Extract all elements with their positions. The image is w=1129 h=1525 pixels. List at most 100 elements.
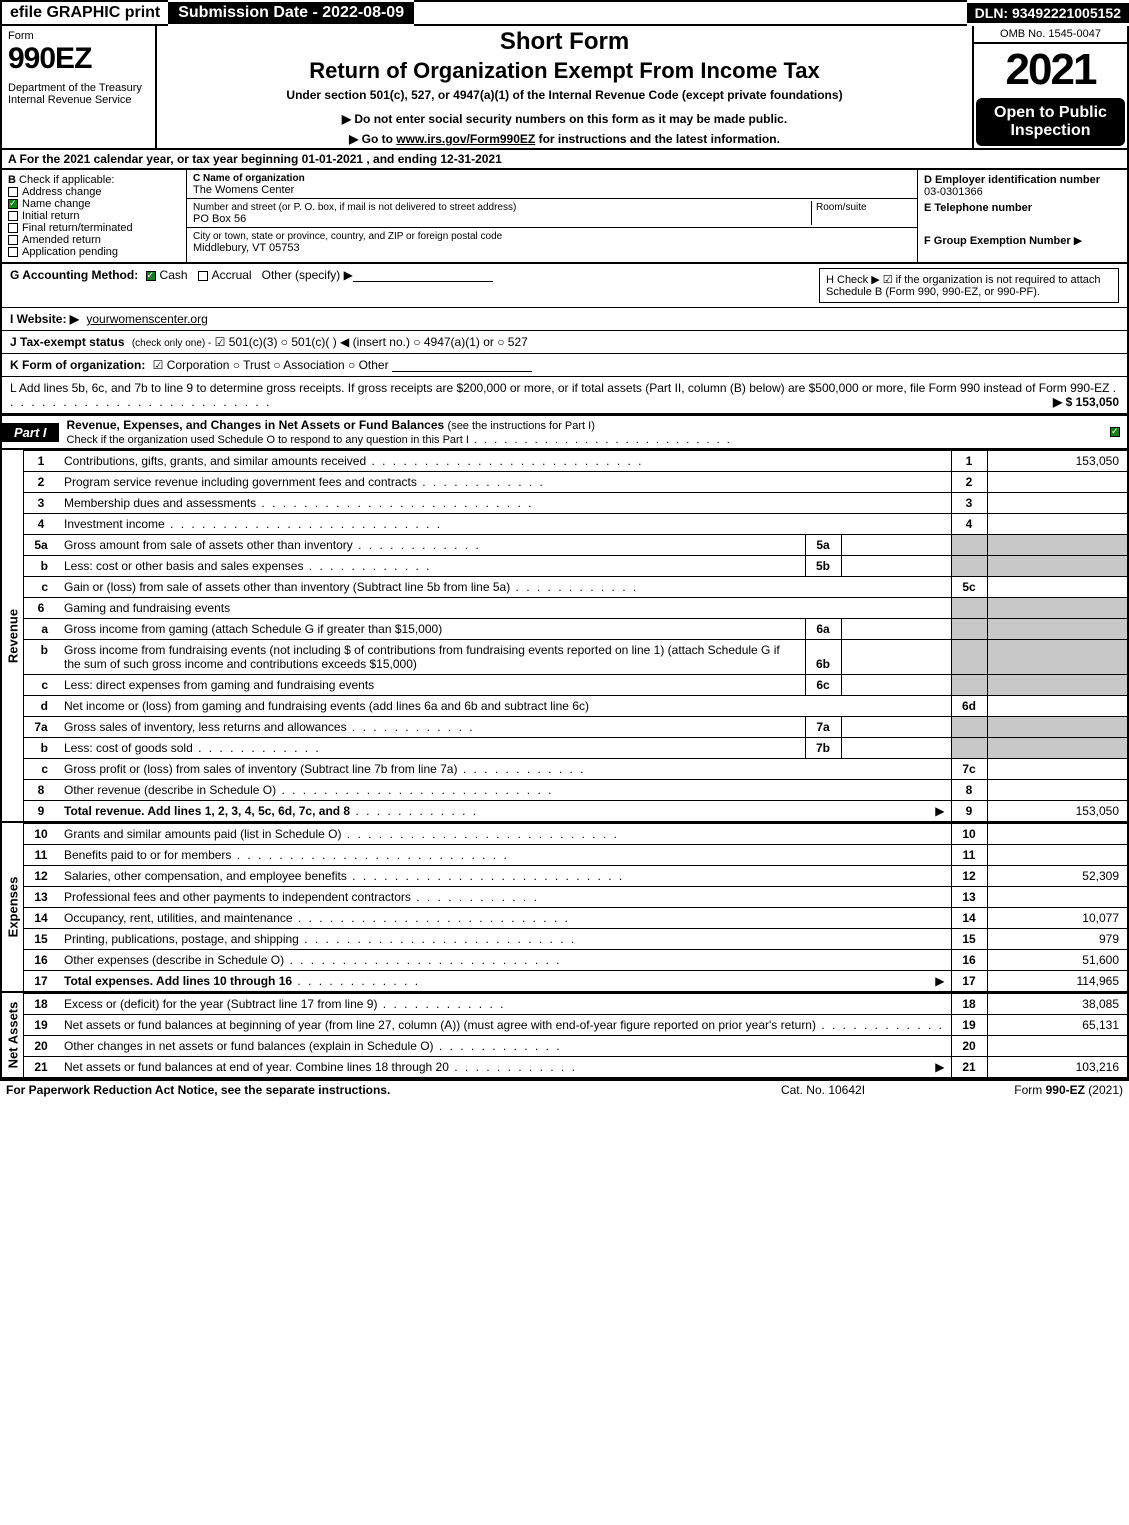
row-no: 16 — [24, 950, 58, 971]
row-desc: Other revenue (describe in Schedule O) — [58, 780, 951, 801]
row-no: 2 — [24, 472, 58, 493]
row-midval — [841, 675, 951, 696]
form-label: Form — [8, 30, 149, 42]
dots-icon — [816, 1018, 944, 1032]
irs-link[interactable]: www.irs.gov/Form990EZ — [396, 132, 535, 146]
b-item-address: Address change — [8, 186, 180, 198]
dots-icon — [347, 869, 624, 883]
row-rno: 2 — [951, 472, 987, 493]
table-row: 20Other changes in net assets or fund ba… — [24, 1036, 1127, 1057]
row-no: 3 — [24, 493, 58, 514]
row-value — [987, 577, 1127, 598]
row-midno: 6a — [805, 619, 841, 640]
b-item-label: Name change — [22, 198, 91, 210]
row-value — [987, 759, 1127, 780]
row-rno: 1 — [951, 451, 987, 472]
row-rno-shade — [951, 675, 987, 696]
ssn-warning: ▶ Do not enter social security numbers o… — [165, 112, 964, 126]
row-no: 21 — [24, 1057, 58, 1078]
k-options: ☑ Corporation ○ Trust ○ Association ○ Ot… — [153, 358, 389, 372]
website-value[interactable]: yourwomenscenter.org — [86, 312, 207, 326]
checkbox-icon[interactable] — [198, 271, 208, 281]
row-desc: Total expenses. Add lines 10 through 16▶ — [58, 971, 951, 992]
row-no: 18 — [24, 994, 58, 1015]
row-desc: Gross income from gaming (attach Schedul… — [58, 619, 805, 640]
table-row: 10Grants and similar amounts paid (list … — [24, 824, 1127, 845]
efile-label[interactable]: efile GRAPHIC print — [0, 0, 168, 26]
row-no: 10 — [24, 824, 58, 845]
row-no: 17 — [24, 971, 58, 992]
row-rno: 7c — [951, 759, 987, 780]
checkbox-icon[interactable] — [8, 187, 18, 197]
row-rno: 4 — [951, 514, 987, 535]
row-desc: Less: cost or other basis and sales expe… — [58, 556, 805, 577]
g-accrual: Accrual — [212, 268, 252, 282]
city-label: City or town, state or province, country… — [193, 231, 502, 242]
row-no: b — [24, 640, 58, 675]
table-row: bLess: cost or other basis and sales exp… — [24, 556, 1127, 577]
open-to-public: Open to Public Inspection — [976, 98, 1125, 146]
f-group-label: F Group Exemption Number — [924, 235, 1071, 247]
header-middle: Short Form Return of Organization Exempt… — [157, 26, 972, 148]
checkbox-icon[interactable] — [8, 211, 18, 221]
row-rno-shade — [951, 535, 987, 556]
checkbox-checked-icon[interactable] — [146, 271, 156, 281]
checkbox-icon[interactable] — [8, 223, 18, 233]
row-value: 38,085 — [987, 994, 1127, 1015]
g-other-blank[interactable] — [353, 270, 493, 282]
checkbox-icon[interactable] — [8, 235, 18, 245]
row-rno: 12 — [951, 866, 987, 887]
row-val-shade — [987, 598, 1127, 619]
row-desc: Professional fees and other payments to … — [58, 887, 951, 908]
e-tel-label: E Telephone number — [924, 202, 1121, 214]
row-val-shade — [987, 556, 1127, 577]
row-desc: Gross income from fundraising events (no… — [58, 640, 805, 675]
row-no: 4 — [24, 514, 58, 535]
table-row: 14Occupancy, rent, utilities, and mainte… — [24, 908, 1127, 929]
row-val-shade — [987, 619, 1127, 640]
dots-icon — [165, 517, 442, 531]
row-desc: Excess or (deficit) for the year (Subtra… — [58, 994, 951, 1015]
row-value — [987, 1036, 1127, 1057]
form-number: 990EZ — [8, 42, 149, 76]
row-midno: 6c — [805, 675, 841, 696]
row-desc: Less: direct expenses from gaming and fu… — [58, 675, 805, 696]
k-other-blank[interactable] — [392, 360, 532, 372]
row-desc: Membership dues and assessments — [58, 493, 951, 514]
row-desc: Total revenue. Add lines 1, 2, 3, 4, 5c,… — [58, 801, 951, 822]
checkbox-checked-icon[interactable] — [8, 199, 18, 209]
part-1-label: Part I — [2, 423, 59, 442]
table-row: 15Printing, publications, postage, and s… — [24, 929, 1127, 950]
table-row: 9Total revenue. Add lines 1, 2, 3, 4, 5c… — [24, 801, 1127, 822]
row-rno-shade — [951, 738, 987, 759]
row-value — [987, 780, 1127, 801]
dots-icon — [293, 911, 570, 925]
row-no: 11 — [24, 845, 58, 866]
row-rno: 14 — [951, 908, 987, 929]
c-name-label: C Name of organization — [193, 173, 305, 184]
row-rno: 13 — [951, 887, 987, 908]
table-row: 16Other expenses (describe in Schedule O… — [24, 950, 1127, 971]
form-title: Return of Organization Exempt From Incom… — [165, 58, 964, 84]
submission-date: Submission Date - 2022-08-09 — [168, 2, 414, 24]
table-row: aGross income from gaming (attach Schedu… — [24, 619, 1127, 640]
b-item-name: Name change — [8, 198, 180, 210]
row-midval — [841, 640, 951, 675]
row-midval — [841, 535, 951, 556]
part-1-checkbox[interactable] — [1107, 426, 1127, 438]
row-desc: Net income or (loss) from gaming and fun… — [58, 696, 951, 717]
row-desc: Gaming and fundraising events — [58, 598, 951, 619]
row-desc: Other changes in net assets or fund bala… — [58, 1036, 951, 1057]
department-label: Department of the Treasury Internal Reve… — [8, 82, 149, 106]
section-b: B Check if applicable: Address change Na… — [2, 170, 187, 262]
row-desc: Gross sales of inventory, less returns a… — [58, 717, 805, 738]
checkbox-checked-icon — [1110, 427, 1120, 437]
dots-icon — [284, 953, 561, 967]
b-item-initial: Initial return — [8, 210, 180, 222]
row-rno: 3 — [951, 493, 987, 514]
row-value: 114,965 — [987, 971, 1127, 992]
dots-icon — [377, 997, 505, 1011]
checkbox-icon[interactable] — [8, 247, 18, 257]
table-row: 5aGross amount from sale of assets other… — [24, 535, 1127, 556]
row-desc: Net assets or fund balances at beginning… — [58, 1015, 951, 1036]
